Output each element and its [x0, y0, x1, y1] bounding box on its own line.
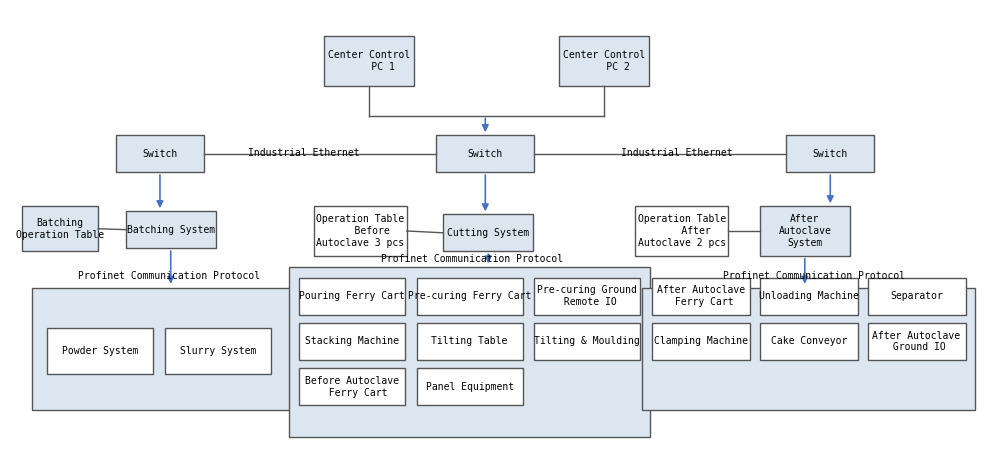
Bar: [635, 206, 728, 256]
Text: Industrial Ethernet: Industrial Ethernet: [621, 148, 732, 158]
Text: Stacking Machine: Stacking Machine: [305, 336, 399, 346]
Text: Tilting Table: Tilting Table: [431, 336, 508, 346]
Bar: [559, 36, 649, 86]
Bar: [642, 287, 975, 410]
Bar: [534, 278, 640, 315]
Bar: [760, 323, 858, 360]
Text: Panel Equipment: Panel Equipment: [426, 382, 514, 392]
Text: Clamping Machine: Clamping Machine: [654, 336, 748, 346]
Text: Operation Table
     After
Autoclave 2 pcs: Operation Table After Autoclave 2 pcs: [638, 214, 726, 248]
Bar: [289, 267, 650, 437]
Bar: [534, 323, 640, 360]
Text: Operation Table
    Before
Autoclave 3 pcs: Operation Table Before Autoclave 3 pcs: [316, 214, 404, 248]
Text: Tilting & Moulding: Tilting & Moulding: [534, 336, 640, 346]
Text: Pre-curing Ferry Cart: Pre-curing Ferry Cart: [408, 291, 531, 301]
Text: Pre-curing Ground
 Remote IO: Pre-curing Ground Remote IO: [537, 286, 637, 307]
Bar: [760, 278, 858, 315]
Bar: [436, 135, 534, 172]
Bar: [165, 328, 271, 374]
Text: Switch: Switch: [813, 149, 848, 158]
Text: Profinet Communication Protocol: Profinet Communication Protocol: [381, 254, 564, 264]
Bar: [417, 323, 523, 360]
Text: Pouring Ferry Cart: Pouring Ferry Cart: [299, 291, 405, 301]
Bar: [299, 368, 405, 405]
Text: Unloading Machine: Unloading Machine: [759, 291, 859, 301]
Text: Batching System: Batching System: [127, 225, 215, 235]
Bar: [417, 278, 523, 315]
Text: Separator: Separator: [890, 291, 943, 301]
Text: Center Control
     PC 2: Center Control PC 2: [563, 50, 645, 72]
Text: Switch: Switch: [142, 149, 178, 158]
Bar: [652, 323, 750, 360]
Bar: [868, 323, 966, 360]
Bar: [126, 211, 216, 248]
Bar: [32, 287, 291, 410]
Text: After Autoclave
 Ferry Cart: After Autoclave Ferry Cart: [657, 286, 745, 307]
Text: Profinet Communication Protocol: Profinet Communication Protocol: [78, 271, 260, 281]
Text: Batching
Operation Table: Batching Operation Table: [16, 218, 104, 239]
Text: Center Control
     PC 1: Center Control PC 1: [328, 50, 410, 72]
Bar: [314, 206, 407, 256]
Bar: [786, 135, 874, 172]
Bar: [324, 36, 414, 86]
Text: After
Autoclave
System: After Autoclave System: [778, 214, 831, 248]
Text: Switch: Switch: [468, 149, 503, 158]
Text: Cutting System: Cutting System: [447, 228, 529, 238]
Bar: [652, 278, 750, 315]
Bar: [47, 328, 153, 374]
Bar: [299, 278, 405, 315]
Text: Profinet Communication Protocol: Profinet Communication Protocol: [723, 271, 905, 281]
Bar: [868, 278, 966, 315]
Bar: [417, 368, 523, 405]
Bar: [116, 135, 204, 172]
Text: After Autoclave
 Ground IO: After Autoclave Ground IO: [872, 331, 961, 352]
Text: Slurry System: Slurry System: [180, 346, 256, 356]
Bar: [760, 206, 850, 256]
Text: Cake Conveyor: Cake Conveyor: [771, 336, 847, 346]
Bar: [443, 214, 533, 251]
Text: Powder System: Powder System: [62, 346, 138, 356]
Text: Industrial Ethernet: Industrial Ethernet: [248, 148, 360, 158]
Bar: [22, 206, 98, 251]
Text: Before Autoclave
  Ferry Cart: Before Autoclave Ferry Cart: [305, 376, 399, 397]
Bar: [299, 323, 405, 360]
